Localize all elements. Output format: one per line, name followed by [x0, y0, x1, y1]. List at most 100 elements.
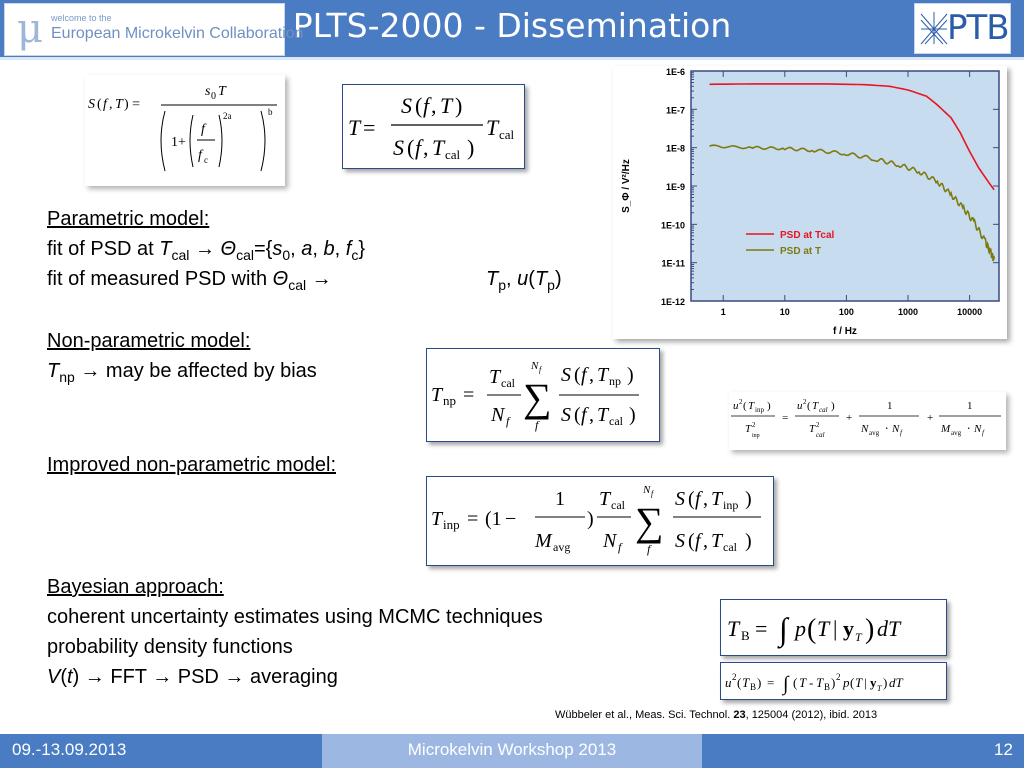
bayesian-line-1: coherent uncertainty estimates using MCM…	[47, 606, 543, 628]
y-tick-label: 1E-6	[666, 67, 685, 77]
svg-text:T: T	[855, 630, 863, 644]
footer-right-bar	[702, 734, 1024, 768]
svg-text:(: (	[793, 675, 797, 690]
svg-text:2: 2	[803, 398, 807, 406]
svg-text:T: T	[799, 675, 807, 690]
t-symbol: t	[67, 666, 73, 688]
svg-text:T: T	[431, 508, 444, 530]
svg-text:): )	[865, 614, 874, 645]
x-tick-label: 1000	[898, 307, 918, 317]
t-symbol: T	[47, 360, 60, 382]
series-line-psd-t	[709, 144, 995, 262]
parametric-line-1-text: fit of PSD at	[47, 238, 160, 260]
svg-text:cal: cal	[816, 431, 825, 439]
parametric-line-1: fit of PSD at Tcal → Θcal={s0, a, b, fc}	[47, 238, 366, 263]
svg-text:): )	[467, 135, 474, 160]
svg-text:T: T	[809, 423, 816, 435]
svg-text:B: B	[750, 682, 756, 692]
reference-text-a: Wübbeler et al., Meas. Sci. Technol.	[555, 709, 734, 721]
svg-text:): )	[745, 488, 752, 510]
ptb-emblem-icon	[920, 12, 948, 45]
svg-text:f: f	[535, 418, 540, 432]
footer-mid-bar	[322, 734, 702, 768]
improved-heading: Improved non-parametric model:	[47, 454, 337, 476]
v-symbol: V	[47, 666, 61, 688]
series-line-psd-tcal	[709, 83, 995, 191]
svg-text:(: (	[97, 97, 102, 112]
svg-text:cal: cal	[723, 540, 738, 554]
x-axis-label: f / Hz	[833, 326, 857, 337]
svg-text:(: (	[415, 93, 422, 118]
reference-text-b: , 125004 (2012), ibid. 2013	[745, 709, 878, 721]
svg-text:1: 1	[887, 400, 893, 412]
svg-text:|: |	[864, 675, 867, 690]
bayesian-line-2: probability density functions	[47, 636, 293, 658]
svg-text:y: y	[843, 616, 854, 641]
svg-text:cal: cal	[445, 147, 461, 162]
nonparametric-line-1-text: → may be affected by bias	[74, 360, 317, 382]
b-symbol: b	[323, 238, 335, 260]
svg-text:T: T	[597, 364, 610, 386]
arrow-text: →	[189, 238, 221, 260]
svg-text:avg: avg	[553, 540, 570, 554]
svg-text:f: f	[647, 542, 652, 556]
svg-text:0: 0	[211, 91, 216, 102]
svg-text:(: (	[574, 404, 581, 426]
svg-text:2: 2	[816, 421, 820, 429]
t-b-formula: T B = ∫ p(T | y T) dT	[720, 599, 947, 656]
svg-text:=: =	[782, 412, 788, 424]
svg-text:2a: 2a	[223, 111, 232, 121]
bayesian-line-3: V(t) → FFT → PSD → averaging	[47, 666, 338, 688]
t-symbol: T	[486, 268, 499, 290]
svg-text:) =: ) =	[124, 97, 140, 112]
header-divider	[0, 57, 1024, 60]
svg-text:c: c	[204, 155, 208, 165]
svg-text:): )	[587, 508, 594, 530]
svg-text:T: T	[877, 684, 882, 693]
brace-close: }	[358, 238, 366, 260]
cal-subscript: cal	[236, 247, 254, 263]
svg-text:y: y	[870, 675, 877, 690]
svg-text:T: T	[218, 84, 227, 99]
svg-text:f: f	[581, 404, 589, 426]
x-tick-label: 1	[721, 307, 726, 317]
svg-text:avg: avg	[869, 429, 880, 437]
svg-text:T: T	[817, 616, 831, 641]
svg-text:): )	[757, 675, 761, 690]
svg-text:T: T	[727, 616, 741, 641]
svg-text:): )	[629, 404, 636, 426]
u2-b-formula: u 2(T B) = ∫ (T - T B) 2 p(T | y T) dT	[720, 662, 947, 700]
psd-chart-svg: 1E-12 1E-11 1E-10 1E-9 1E-8 1E-7 1E-6 1 10 100 100…	[621, 67, 1000, 337]
y-tick-label: 1E-10	[661, 220, 685, 230]
p-subscript: p	[498, 277, 507, 293]
svg-text:S: S	[561, 404, 571, 426]
svg-text:T: T	[597, 404, 610, 426]
y-tick-label: 1E-12	[661, 297, 685, 307]
svg-text:∑: ∑	[523, 375, 552, 420]
svg-text:): )	[767, 400, 771, 412]
np-subscript: np	[59, 369, 75, 385]
svg-text:(1: (1	[485, 508, 502, 530]
svg-text:(: (	[688, 530, 695, 552]
svg-text:(: (	[574, 364, 581, 386]
svg-text:p: p	[793, 616, 806, 641]
svg-text:1: 1	[555, 488, 565, 510]
p-subscript: p	[547, 277, 555, 293]
svg-text:N: N	[602, 530, 618, 552]
svg-text:b: b	[268, 107, 273, 117]
svg-text:f: f	[201, 122, 207, 137]
legend-label: PSD at T	[780, 246, 821, 257]
cal-subscript: cal	[288, 277, 307, 293]
svg-text:cal: cal	[501, 376, 516, 390]
x-tick-label: 10	[780, 307, 790, 317]
reference-citation: Wübbeler et al., Meas. Sci. Technol. 23,…	[555, 709, 877, 721]
